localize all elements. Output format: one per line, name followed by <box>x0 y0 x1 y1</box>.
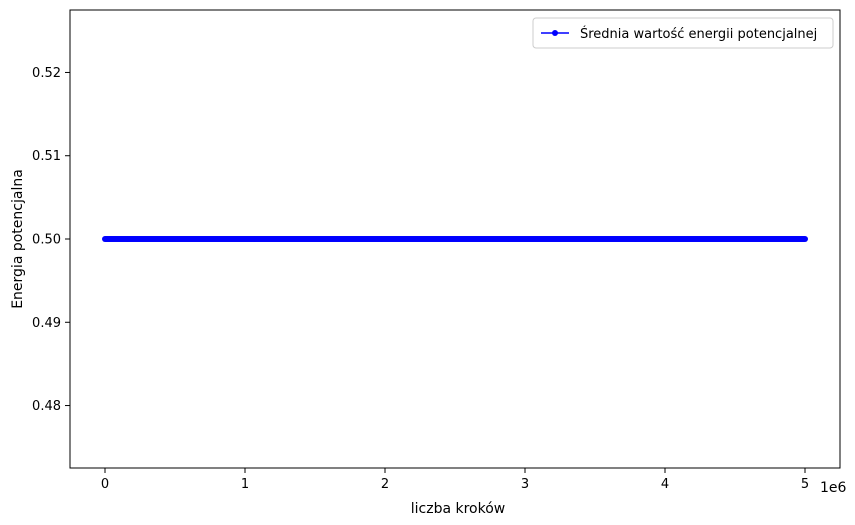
legend-box <box>532 17 834 49</box>
x-tick-label: 4 <box>661 477 669 492</box>
x-axis-label: liczba kroków <box>411 501 506 517</box>
y-tick-label: 0.50 <box>32 233 61 248</box>
x-tick-label: 1 <box>241 477 249 492</box>
y-tick-label: 0.48 <box>32 399 61 414</box>
x-axis-offset-label: 1e6 <box>820 480 847 496</box>
y-axis-label: Energia potencjalna <box>10 169 26 309</box>
x-axis-ticks: 0 1 2 3 4 5 <box>101 468 809 492</box>
legend-marker-swatch <box>552 30 558 36</box>
x-tick-label: 2 <box>381 477 389 492</box>
legend-label: Średnia wartość energii potencjalnej <box>580 26 817 42</box>
y-tick-label: 0.51 <box>32 149 61 164</box>
x-tick-label: 3 <box>521 477 529 492</box>
series-layer <box>102 236 808 242</box>
y-tick-label: 0.52 <box>32 66 61 81</box>
y-axis-ticks: 0.48 0.49 0.50 0.51 0.52 <box>32 66 70 414</box>
x-tick-label: 5 <box>801 477 809 492</box>
legend: Średnia wartość energii potencjalnej <box>532 17 834 49</box>
x-tick-label: 0 <box>101 477 109 492</box>
y-tick-label: 0.49 <box>32 316 61 331</box>
data-point <box>802 236 808 242</box>
